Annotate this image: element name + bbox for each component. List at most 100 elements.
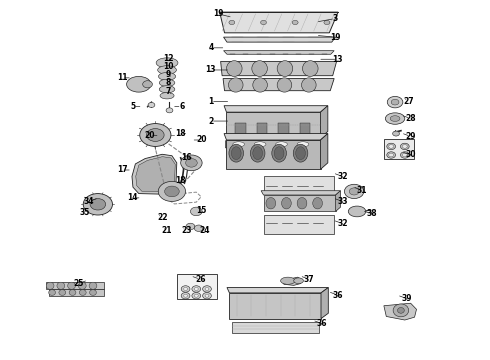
Text: 29: 29	[405, 132, 416, 141]
Ellipse shape	[397, 307, 404, 313]
Circle shape	[389, 153, 393, 157]
Circle shape	[387, 143, 395, 150]
Circle shape	[202, 286, 211, 292]
Bar	[49, 289, 104, 296]
Ellipse shape	[57, 282, 65, 289]
Circle shape	[202, 293, 211, 299]
Ellipse shape	[281, 277, 295, 284]
Circle shape	[195, 294, 198, 297]
Text: 4: 4	[208, 43, 214, 52]
Polygon shape	[136, 157, 175, 192]
Text: 28: 28	[405, 114, 416, 123]
Ellipse shape	[46, 282, 54, 289]
Bar	[177, 274, 217, 299]
Text: 25: 25	[73, 279, 84, 288]
Text: 39: 39	[401, 294, 412, 303]
Text: 21: 21	[162, 226, 172, 235]
Polygon shape	[320, 106, 328, 138]
Ellipse shape	[254, 142, 266, 147]
Circle shape	[402, 153, 407, 157]
Text: 5: 5	[130, 102, 136, 111]
Ellipse shape	[68, 282, 75, 289]
Text: 22: 22	[157, 213, 168, 222]
Ellipse shape	[272, 144, 287, 162]
Circle shape	[261, 20, 267, 24]
Text: 20: 20	[196, 135, 206, 144]
Ellipse shape	[59, 290, 66, 296]
Ellipse shape	[49, 290, 55, 296]
Text: 32: 32	[337, 219, 348, 228]
Ellipse shape	[90, 290, 97, 296]
Circle shape	[400, 143, 409, 150]
Polygon shape	[384, 303, 416, 320]
Polygon shape	[282, 277, 302, 285]
Circle shape	[83, 194, 113, 215]
Bar	[257, 123, 268, 134]
Polygon shape	[223, 51, 334, 54]
Text: 36: 36	[317, 319, 327, 328]
Ellipse shape	[158, 72, 175, 80]
Circle shape	[90, 199, 106, 210]
Text: 9: 9	[166, 70, 171, 79]
Text: 13: 13	[206, 66, 216, 75]
Circle shape	[389, 145, 393, 148]
Circle shape	[147, 129, 164, 141]
Ellipse shape	[250, 144, 265, 162]
Polygon shape	[223, 78, 334, 91]
Polygon shape	[224, 106, 328, 112]
Circle shape	[165, 186, 179, 197]
Ellipse shape	[252, 61, 268, 76]
Text: 23: 23	[181, 226, 192, 235]
Text: 20: 20	[145, 131, 155, 140]
Polygon shape	[223, 37, 336, 42]
Polygon shape	[224, 134, 328, 140]
Text: 26: 26	[195, 275, 205, 284]
Text: 32: 32	[337, 172, 348, 181]
Ellipse shape	[79, 290, 86, 296]
Text: 24: 24	[200, 226, 210, 235]
Text: 17: 17	[117, 166, 127, 175]
Polygon shape	[321, 288, 328, 319]
Text: 16: 16	[181, 153, 192, 162]
Circle shape	[387, 96, 403, 108]
Ellipse shape	[266, 198, 276, 209]
Text: 14: 14	[127, 193, 137, 202]
Circle shape	[195, 288, 198, 291]
Polygon shape	[225, 141, 327, 148]
Ellipse shape	[160, 93, 174, 99]
Text: 31: 31	[357, 185, 367, 194]
Ellipse shape	[274, 147, 284, 159]
Circle shape	[292, 20, 298, 24]
Polygon shape	[132, 154, 177, 194]
Polygon shape	[261, 191, 341, 195]
Text: 3: 3	[333, 14, 338, 23]
Bar	[229, 293, 321, 319]
Text: 35: 35	[79, 208, 89, 217]
Ellipse shape	[69, 290, 76, 296]
Polygon shape	[336, 191, 341, 211]
Text: 13: 13	[332, 55, 343, 64]
Ellipse shape	[89, 282, 97, 289]
Text: 18: 18	[175, 176, 186, 185]
Circle shape	[387, 152, 395, 158]
Text: 10: 10	[163, 62, 173, 71]
Ellipse shape	[231, 147, 241, 159]
Circle shape	[344, 184, 364, 199]
Ellipse shape	[297, 198, 307, 209]
Ellipse shape	[277, 61, 293, 76]
Ellipse shape	[253, 78, 268, 92]
Bar	[265, 215, 334, 234]
Bar	[264, 195, 336, 211]
Text: 8: 8	[165, 78, 171, 87]
Text: 2: 2	[208, 117, 214, 126]
Circle shape	[205, 294, 209, 297]
Circle shape	[324, 20, 330, 24]
Text: 33: 33	[337, 197, 348, 206]
Polygon shape	[227, 288, 328, 293]
Text: 11: 11	[117, 73, 127, 82]
Bar	[226, 140, 320, 169]
Ellipse shape	[229, 144, 244, 162]
Ellipse shape	[348, 206, 366, 217]
Polygon shape	[320, 134, 328, 169]
Circle shape	[229, 20, 235, 24]
